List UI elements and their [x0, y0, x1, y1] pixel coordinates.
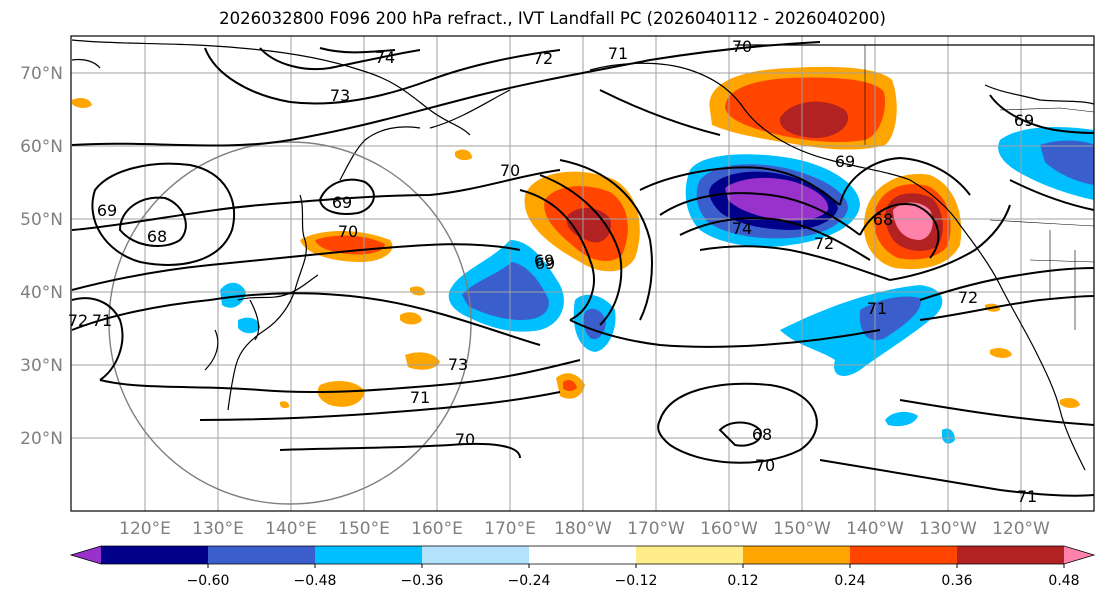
lon-label: 140°W: [846, 519, 904, 539]
latitude-labels: 70°N 60°N 50°N 40°N 30°N 20°N: [20, 64, 63, 449]
longitude-labels: 120°E 130°E 140°E 150°E 160°E 170°E 180°…: [119, 519, 1050, 539]
contour-label: 70: [732, 37, 752, 56]
lat-label: 50°N: [20, 210, 63, 230]
colorbar-extend-low: [71, 546, 101, 564]
colorbar-bin: [743, 546, 851, 564]
lon-label: 160°E: [411, 519, 463, 539]
lon-label: 140°E: [265, 519, 317, 539]
contour-label: 69: [332, 193, 352, 212]
colorbar-tick-label: −0.24: [508, 573, 551, 589]
lat-label: 30°N: [20, 356, 63, 376]
contour-label: 70: [455, 430, 475, 449]
contour-label: 70: [500, 161, 520, 180]
contour-label: 68: [752, 425, 772, 444]
colorbar-bin: [101, 546, 209, 564]
lon-label: 120°E: [119, 519, 171, 539]
plot-frame: [70, 35, 1095, 512]
colorbar: −0.60 −0.48 −0.36 −0.24 −0.12 0.12 0.24 0.36 0.4…: [69, 545, 1096, 589]
lon-label: 150°W: [773, 519, 831, 539]
colorbar-tick-label: 0.24: [834, 573, 865, 589]
contour-label: 74: [732, 219, 752, 238]
contour-label: 72: [68, 311, 88, 330]
contour-label: 70: [338, 222, 358, 241]
contour-label: 71: [867, 299, 887, 318]
lon-label: 170°W: [627, 519, 685, 539]
contour-label: 71: [410, 388, 430, 407]
contour-label: 73: [330, 86, 350, 105]
coastlines: [71, 39, 1094, 471]
lat-label: 60°N: [20, 137, 63, 157]
lat-label: 20°N: [20, 429, 63, 449]
contour-label: 68: [147, 227, 167, 246]
lat-label: 70°N: [20, 64, 63, 84]
colorbar-tick-label: 0.48: [1048, 573, 1079, 589]
colorbar-outline: [69, 545, 1096, 565]
lon-label: 130°W: [919, 519, 977, 539]
colorbar-tick-label: 0.36: [941, 573, 972, 589]
colorbar-extend-high: [1064, 546, 1094, 564]
map-title: 2026032800 F096 200 hPa refract., IVT La…: [219, 9, 886, 28]
contour-label: 69: [534, 251, 554, 270]
contour-label: 74: [375, 48, 395, 67]
colorbar-bin: [529, 546, 637, 564]
colorbar-bin: [208, 546, 316, 564]
contour-label: 72: [958, 288, 978, 307]
lon-label: 150°E: [338, 519, 390, 539]
refractivity-contours: [71, 41, 1094, 497]
contour-label: 70: [755, 456, 775, 475]
colorbar-tick-label: −0.60: [187, 573, 230, 589]
lat-label: 40°N: [20, 283, 63, 303]
contour-label: 71: [92, 311, 112, 330]
contour-label: 68: [873, 210, 893, 229]
contour-label: 69: [97, 201, 117, 220]
colorbar-bin: [850, 546, 958, 564]
lon-label: 180°W: [554, 519, 612, 539]
borders: [864, 45, 1094, 330]
contour-labels: 74 73 72 71 70 69 68 69 70 69 68 69 70 7…: [68, 37, 1037, 506]
colorbar-bin: [315, 546, 423, 564]
colorbar-tick-label: −0.48: [294, 573, 337, 589]
contour-label: 69: [535, 254, 555, 273]
colorbar-tick-label: 0.12: [727, 573, 758, 589]
contour-label: 73: [448, 355, 468, 374]
lon-label: 170°E: [484, 519, 536, 539]
colorbar-bin: [422, 546, 530, 564]
contour-label: 69: [835, 152, 855, 171]
contour-label: 69: [1014, 111, 1034, 130]
lon-label: 130°E: [192, 519, 244, 539]
contour-label: 71: [608, 44, 628, 63]
contour-label: 72: [814, 234, 834, 253]
lon-label: 120°W: [992, 519, 1050, 539]
colorbar-tick-label: −0.12: [615, 573, 658, 589]
colorbar-bin: [636, 546, 744, 564]
colorbar-bin: [957, 546, 1065, 564]
lon-label: 160°W: [700, 519, 758, 539]
contour-label: 71: [1017, 487, 1037, 506]
colorbar-tick-label: −0.36: [401, 573, 444, 589]
contour-label: 72: [533, 49, 553, 68]
